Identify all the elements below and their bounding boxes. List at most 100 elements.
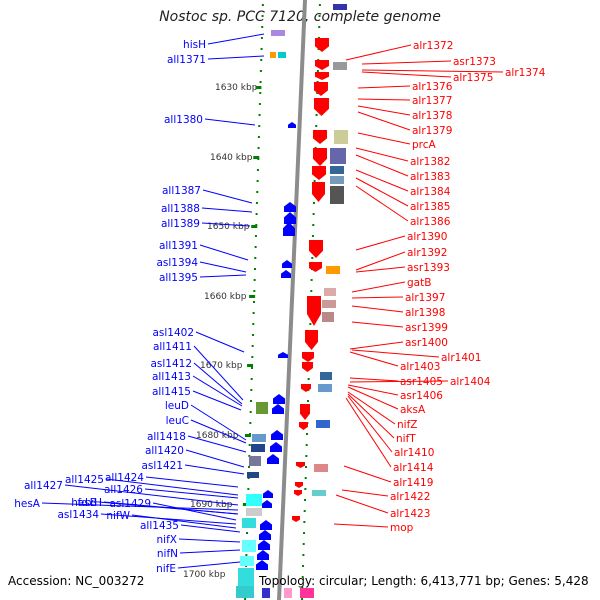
feature-box	[320, 372, 332, 380]
gene-label-right[interactable]: alr1419	[393, 477, 433, 489]
gene-label-left[interactable]: leuD	[165, 400, 189, 412]
forward-gene-arrow	[315, 38, 329, 52]
feature-box	[271, 30, 285, 36]
gene-label-left[interactable]: all1426	[104, 484, 143, 496]
gene-label-left[interactable]: hesB	[71, 497, 97, 509]
gene-label-right[interactable]: alr1403	[400, 361, 440, 373]
gene-label-right[interactable]: alr1379	[412, 125, 452, 137]
reverse-gene-arrow	[260, 520, 272, 530]
gene-label-left[interactable]: all1418	[147, 431, 186, 443]
gene-label-right[interactable]: prcA	[412, 139, 437, 151]
leader-line	[357, 98, 411, 101]
gene-label-left[interactable]: all1387	[162, 185, 201, 197]
gene-label-right[interactable]: alr1414	[393, 462, 434, 474]
gene-label-left[interactable]: all1420	[145, 445, 184, 457]
gene-label-left[interactable]: asl1429	[109, 498, 151, 510]
gene-label-left[interactable]: nifW	[106, 510, 130, 522]
gene-label-left[interactable]: all1435	[140, 520, 179, 532]
gene-label-left[interactable]: all1380	[164, 114, 203, 126]
gene-label-right[interactable]: asr1373	[453, 56, 496, 68]
gene-label-left[interactable]: all1411	[153, 341, 192, 353]
gene-label-left[interactable]: fdxH	[78, 497, 102, 509]
genome-backbone	[277, 0, 307, 600]
leader-line	[349, 380, 449, 383]
gene-label-left[interactable]: nifN	[157, 548, 178, 560]
leader-line	[100, 513, 237, 525]
gene-label-right[interactable]: alr1378	[412, 110, 452, 122]
gene-label-right[interactable]: gatB	[407, 277, 431, 289]
leader-line	[351, 296, 404, 299]
forward-gene-arrow	[305, 330, 318, 350]
gene-label-right[interactable]: alr1377	[412, 95, 452, 107]
gene-label-left[interactable]: nifE	[156, 563, 176, 575]
gene-label-right[interactable]: aksA	[400, 404, 426, 416]
gene-label-right[interactable]: alr1375	[453, 72, 493, 84]
gene-label-right[interactable]: alr1398	[405, 307, 445, 319]
gene-label-left[interactable]: all1395	[159, 272, 198, 284]
gene-label-left[interactable]: all1371	[167, 54, 206, 66]
leader-line	[355, 154, 409, 177]
gene-label-right[interactable]: alr1404	[450, 376, 491, 388]
gene-label-left[interactable]: all1413	[152, 371, 191, 383]
gene-label-left[interactable]: all1427	[24, 480, 63, 492]
feature-box	[300, 588, 314, 598]
feature-box	[333, 62, 347, 70]
gene-label-left[interactable]: all1415	[152, 386, 191, 398]
gene-label-left[interactable]: all1425	[65, 474, 104, 486]
gene-label-right[interactable]: alr1401	[441, 352, 481, 364]
gene-label-left[interactable]: hesA	[14, 498, 41, 510]
leader-line	[103, 501, 239, 515]
gene-label-left[interactable]: asl1402	[152, 327, 194, 339]
gene-label-right[interactable]: asr1393	[407, 262, 450, 274]
gene-label-right[interactable]: alr1422	[390, 491, 430, 503]
gene-label-right[interactable]: alr1397	[405, 292, 445, 304]
gene-label-right[interactable]: alr1374	[505, 67, 546, 79]
gene-label-left[interactable]: asl1434	[57, 509, 99, 521]
gene-label-left[interactable]: all1391	[159, 240, 198, 252]
gene-label-right[interactable]: alr1382	[410, 156, 450, 168]
gene-label-right[interactable]: alr1423	[390, 508, 430, 520]
gene-label-right[interactable]: alr1383	[410, 171, 450, 183]
gene-label-right[interactable]: alr1372	[413, 40, 453, 52]
gene-label-right[interactable]: alr1386	[410, 216, 451, 228]
feature-box	[322, 300, 336, 308]
gene-label-left[interactable]: all1424	[105, 472, 144, 484]
gene-label-right[interactable]: alr1376	[412, 81, 453, 93]
forward-gene-arrow	[307, 296, 321, 326]
gene-label-right[interactable]: alr1385	[410, 201, 450, 213]
ruler-tick-mark	[251, 225, 258, 228]
gene-label-right[interactable]: alr1384	[410, 186, 451, 198]
gene-label-right[interactable]: alr1410	[394, 447, 434, 459]
leader-line	[347, 391, 396, 425]
gene-label-right[interactable]: alr1392	[407, 247, 447, 259]
reverse-gene-arrow	[271, 430, 283, 440]
gene-label-left[interactable]: all1388	[161, 203, 200, 215]
gene-label-left[interactable]: hisH	[183, 39, 206, 51]
gene-label-left[interactable]: nifX	[157, 534, 177, 546]
gene-label-left[interactable]: all1389	[161, 218, 200, 230]
leader-line	[357, 111, 411, 131]
gene-label-right[interactable]: nifT	[396, 433, 416, 445]
gene-label-left[interactable]: asl1412	[150, 358, 192, 370]
ruler-label: 1690 kbp	[190, 500, 233, 510]
ruler-label: 1680 kbp	[196, 431, 239, 441]
gene-label-right[interactable]: nifZ	[397, 419, 417, 431]
leader-line	[333, 523, 389, 528]
gene-label-right[interactable]: mop	[390, 522, 414, 534]
map-title: Nostoc sp. PCC 7120, complete genome	[159, 9, 441, 25]
gene-label-right[interactable]: asr1400	[405, 337, 448, 349]
gene-label-left[interactable]: leuC	[166, 415, 189, 427]
leader-line	[355, 185, 409, 222]
leader-line	[179, 549, 241, 554]
gene-label-left[interactable]: asl1394	[156, 257, 198, 269]
reverse-gene-arrow	[259, 530, 271, 540]
leader-line	[347, 395, 393, 453]
gene-label-left[interactable]: asl1421	[141, 460, 183, 472]
feature-box	[262, 588, 270, 598]
reverse-gene-arrow	[283, 222, 295, 236]
gene-label-right[interactable]: asr1399	[405, 322, 448, 334]
gene-label-right[interactable]: asr1406	[400, 390, 443, 402]
gene-label-right[interactable]: alr1390	[407, 231, 447, 243]
gene-label-right[interactable]: asr1405	[400, 376, 443, 388]
